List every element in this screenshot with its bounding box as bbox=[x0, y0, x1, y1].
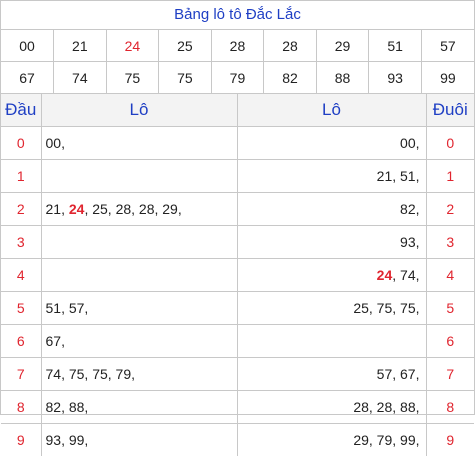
lo-text: 93, bbox=[400, 234, 419, 250]
dau-cell: 1 bbox=[1, 160, 41, 193]
number-cell: 67 bbox=[1, 62, 54, 94]
duoi-cell: 3 bbox=[426, 226, 474, 259]
dau-cell: 6 bbox=[1, 325, 41, 358]
dau-cell: 2 bbox=[1, 193, 41, 226]
number-cell: 75 bbox=[159, 62, 212, 94]
table-row: 5 51, 57, 25, 75, 75, 5 bbox=[1, 292, 474, 325]
lo-text: , 25, 28, 28, 29, bbox=[84, 201, 181, 217]
header-lo-left: Lô bbox=[41, 94, 237, 127]
lo-right-cell: 29, 79, 99, bbox=[237, 424, 426, 456]
table-row: 9 93, 99, 29, 79, 99, 9 bbox=[1, 424, 474, 456]
lo-text: , 74, bbox=[392, 267, 419, 283]
lo-text: 21, bbox=[46, 201, 69, 217]
lo-right-cell: 00, bbox=[237, 127, 426, 160]
duoi-cell: 5 bbox=[426, 292, 474, 325]
table-title: Bảng lô tô Đắc Lắc bbox=[1, 1, 474, 30]
lo-right-cell: 21, 51, bbox=[237, 160, 426, 193]
lo-left-cell: 82, 88, bbox=[41, 391, 237, 424]
lo-text: 51, 57, bbox=[46, 300, 89, 316]
lo-right-cell bbox=[237, 325, 426, 358]
table-row: 0 00, 00, 0 bbox=[1, 127, 474, 160]
header-lo-right: Lô bbox=[237, 94, 426, 127]
duoi-cell: 7 bbox=[426, 358, 474, 391]
lo-left-cell bbox=[41, 226, 237, 259]
table-row: 1 21, 51, 1 bbox=[1, 160, 474, 193]
lo-left-cell: 21, 24, 25, 28, 28, 29, bbox=[41, 193, 237, 226]
number-cell: 75 bbox=[106, 62, 159, 94]
lo-text: 25, 75, 75, bbox=[353, 300, 419, 316]
lo-left-cell: 00, bbox=[41, 127, 237, 160]
lo-left-cell bbox=[41, 160, 237, 193]
number-cell: 74 bbox=[54, 62, 107, 94]
duoi-cell: 1 bbox=[426, 160, 474, 193]
number-cell: 51 bbox=[369, 30, 422, 62]
lo-text: 74, 75, 75, 79, bbox=[46, 366, 136, 382]
number-cell: 93 bbox=[369, 62, 422, 94]
lo-right-cell: 28, 28, 88, bbox=[237, 391, 426, 424]
dau-cell: 5 bbox=[1, 292, 41, 325]
lo-right-cell: 25, 75, 75, bbox=[237, 292, 426, 325]
table-row: 7 74, 75, 75, 79, 57, 67, 7 bbox=[1, 358, 474, 391]
dau-cell: 8 bbox=[1, 391, 41, 424]
number-cell: 24 bbox=[106, 30, 159, 62]
lo-text: 82, bbox=[400, 201, 419, 217]
number-cell: 21 bbox=[54, 30, 107, 62]
highlight-number: 24 bbox=[377, 267, 393, 283]
number-cell: 57 bbox=[421, 30, 474, 62]
lo-text: 82, 88, bbox=[46, 399, 89, 415]
number-cell: 28 bbox=[264, 30, 317, 62]
lo-text: 67, bbox=[46, 333, 65, 349]
number-cell: 99 bbox=[421, 62, 474, 94]
highlight-number: 24 bbox=[69, 201, 85, 217]
number-cell: 79 bbox=[211, 62, 264, 94]
duoi-cell: 9 bbox=[426, 424, 474, 456]
lo-right-cell: 93, bbox=[237, 226, 426, 259]
duoi-cell: 0 bbox=[426, 127, 474, 160]
lo-left-cell bbox=[41, 259, 237, 292]
dau-cell: 0 bbox=[1, 127, 41, 160]
lo-left-cell: 67, bbox=[41, 325, 237, 358]
header-row: Đầu Lô Lô Đuôi bbox=[1, 94, 474, 127]
lo-left-cell: 74, 75, 75, 79, bbox=[41, 358, 237, 391]
lo-text: 93, 99, bbox=[46, 432, 89, 448]
dau-cell: 4 bbox=[1, 259, 41, 292]
number-cell: 00 bbox=[1, 30, 54, 62]
lo-left-cell: 51, 57, bbox=[41, 292, 237, 325]
dau-cell: 3 bbox=[1, 226, 41, 259]
duoi-cell: 2 bbox=[426, 193, 474, 226]
number-cell: 25 bbox=[159, 30, 212, 62]
duoi-cell: 6 bbox=[426, 325, 474, 358]
duoi-cell: 4 bbox=[426, 259, 474, 292]
dau-cell: 9 bbox=[1, 424, 41, 456]
lo-right-cell: 57, 67, bbox=[237, 358, 426, 391]
number-cell: 82 bbox=[264, 62, 317, 94]
lo-text: 57, 67, bbox=[377, 366, 420, 382]
lo-right-cell: 24, 74, bbox=[237, 259, 426, 292]
duoi-cell: 8 bbox=[426, 391, 474, 424]
lo-left-cell: 93, 99, bbox=[41, 424, 237, 456]
lo-text: 29, 79, 99, bbox=[353, 432, 419, 448]
header-dau: Đầu bbox=[1, 94, 41, 127]
number-cell: 88 bbox=[316, 62, 369, 94]
lo-text: 00, bbox=[46, 135, 65, 151]
table-row: 8 82, 88, 28, 28, 88, 8 bbox=[1, 391, 474, 424]
header-duoi: Đuôi bbox=[426, 94, 474, 127]
dau-cell: 7 bbox=[1, 358, 41, 391]
lo-text: 00, bbox=[400, 135, 419, 151]
number-cell: 28 bbox=[211, 30, 264, 62]
lo-right-cell: 82, bbox=[237, 193, 426, 226]
lo-text: 28, 28, 88, bbox=[353, 399, 419, 415]
number-cell: 29 bbox=[316, 30, 369, 62]
lo-text: 21, 51, bbox=[377, 168, 420, 184]
